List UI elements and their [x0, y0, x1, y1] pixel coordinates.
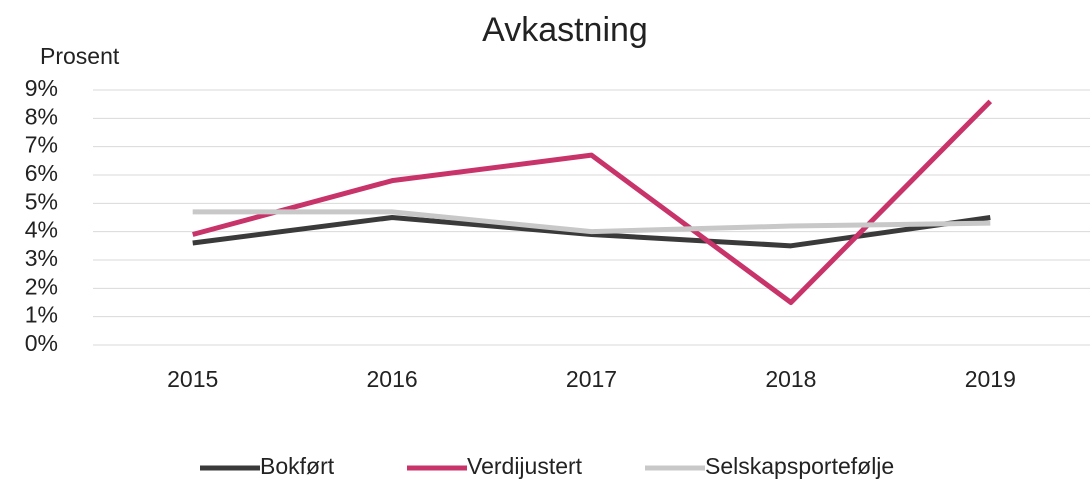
x-tick-label: 2019: [965, 366, 1016, 392]
legend-label: Selskapsportefølje: [705, 453, 894, 479]
y-tick-label: 2%: [25, 273, 58, 299]
x-tick-label: 2017: [566, 366, 617, 392]
y-tick-label: 6%: [25, 160, 58, 186]
legend-label: Bokført: [260, 453, 335, 479]
y-tick-label: 0%: [25, 330, 58, 356]
y-tick-label: 3%: [25, 245, 58, 271]
y-tick-label: 1%: [25, 302, 58, 328]
chart-title: Avkastning: [482, 11, 648, 49]
line-series: [192, 209, 991, 235]
y-tick-label: 5%: [25, 188, 58, 214]
line-series: [192, 99, 993, 305]
legend-label: Verdijustert: [467, 453, 583, 479]
x-tick-label: 2018: [765, 366, 816, 392]
y-axis-label: Prosent: [40, 43, 120, 69]
y-tick-label: 7%: [25, 132, 58, 158]
y-tick-label: 4%: [25, 217, 58, 243]
x-tick-label: 2015: [167, 366, 218, 392]
x-tick-label: 2016: [367, 366, 418, 392]
y-tick-label: 9%: [25, 75, 58, 101]
y-tick-label: 8%: [25, 103, 58, 129]
